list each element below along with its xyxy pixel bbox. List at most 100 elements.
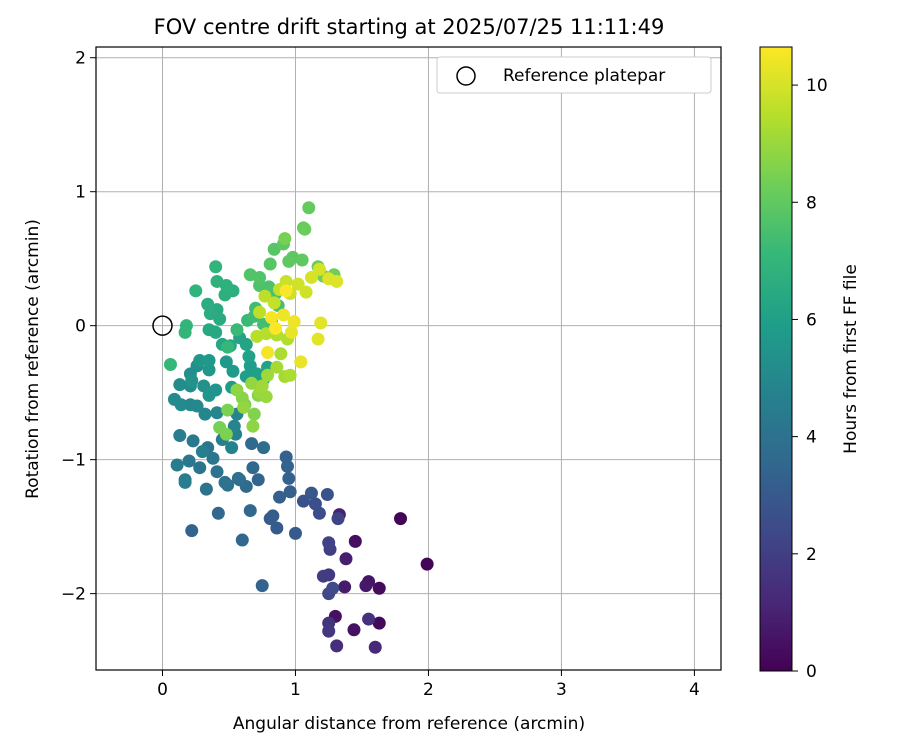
data-point <box>277 308 290 322</box>
colorbar-label: Hours from first FF file <box>841 264 861 454</box>
data-point <box>163 358 177 372</box>
data-point <box>330 639 344 653</box>
data-point <box>202 323 216 337</box>
data-point <box>199 482 213 496</box>
data-point <box>221 403 235 417</box>
colorbar-tick-label: 4 <box>806 428 817 448</box>
data-point <box>202 363 216 377</box>
data-point <box>258 289 272 303</box>
data-point <box>209 260 223 274</box>
y-tick-label: 2 <box>75 49 86 69</box>
colorbar-tick-label: 10 <box>806 76 828 96</box>
data-point <box>210 406 224 420</box>
data-point <box>173 378 187 392</box>
data-point <box>269 321 283 335</box>
x-axis-label: Angular distance from reference (arcmin) <box>233 714 585 734</box>
colorbar-gradient <box>759 46 793 672</box>
data-point <box>348 534 362 548</box>
legend-marker <box>456 66 476 86</box>
legend-box <box>436 56 712 94</box>
data-point <box>326 581 340 595</box>
data-point <box>237 400 251 414</box>
reference-point <box>152 315 173 336</box>
data-point <box>219 427 233 441</box>
chart-title: FOV centre drift starting at 2025/07/25 … <box>154 15 665 39</box>
data-point <box>283 368 297 382</box>
data-point <box>210 465 224 479</box>
data-point <box>287 315 301 329</box>
data-point <box>246 461 260 475</box>
x-tick-label: 2 <box>423 680 434 700</box>
colorbar-tick-label: 6 <box>806 310 817 330</box>
data-point <box>284 325 298 339</box>
data-point <box>259 390 273 404</box>
data-point <box>368 640 382 654</box>
legend: Reference platepar <box>436 56 712 94</box>
data-point <box>221 340 235 354</box>
data-point <box>211 506 225 520</box>
data-point <box>291 277 305 291</box>
data-point <box>311 332 325 346</box>
data-point <box>394 512 408 526</box>
data-point <box>304 486 318 500</box>
data-point <box>304 270 318 284</box>
plot-frame <box>95 46 722 671</box>
data-point <box>265 311 279 325</box>
y-tick-label: −2 <box>61 585 86 605</box>
data-point <box>185 524 199 538</box>
scatter-points <box>163 201 434 654</box>
data-point <box>225 441 239 455</box>
y-tick-label: 1 <box>75 183 86 203</box>
data-point <box>278 232 292 246</box>
data-point <box>263 257 277 271</box>
grid <box>96 47 721 670</box>
data-point <box>267 296 281 310</box>
data-point <box>279 284 293 298</box>
data-point <box>296 494 310 508</box>
data-point <box>320 487 334 501</box>
data-point <box>322 536 336 550</box>
data-point <box>257 441 271 455</box>
data-point <box>338 580 352 594</box>
data-point <box>219 355 233 369</box>
data-point <box>253 305 267 319</box>
data-point <box>193 354 207 368</box>
data-point <box>170 458 184 472</box>
legend-label: Reference platepar <box>503 66 665 86</box>
data-point <box>359 579 373 593</box>
data-point <box>270 521 284 535</box>
data-point <box>279 274 293 288</box>
x-tick-label: 3 <box>556 680 567 700</box>
data-point <box>294 355 308 369</box>
data-point <box>274 347 288 361</box>
data-point <box>201 297 215 311</box>
data-point <box>246 419 260 433</box>
reference-marker <box>152 315 173 336</box>
data-point <box>299 285 313 299</box>
data-point <box>198 407 212 421</box>
data-point <box>178 475 192 489</box>
y-tick-label: 0 <box>75 317 86 337</box>
data-point <box>282 471 296 485</box>
data-point <box>295 253 309 267</box>
data-point <box>185 374 199 388</box>
data-point <box>312 262 326 276</box>
data-point <box>372 581 386 595</box>
data-point <box>193 461 207 475</box>
data-point <box>282 254 296 268</box>
data-point <box>226 364 240 378</box>
data-point <box>251 473 265 487</box>
data-point <box>245 437 259 451</box>
x-tick-label: 1 <box>290 680 301 700</box>
data-point <box>270 360 284 374</box>
data-point <box>288 526 302 540</box>
data-point <box>314 316 328 330</box>
data-point <box>230 383 244 397</box>
data-point <box>266 509 280 523</box>
data-point <box>218 475 232 489</box>
colorbar: 0 2 4 6 8 10 Hours from first FF file <box>759 46 861 682</box>
data-point <box>209 383 223 397</box>
data-point <box>308 497 322 511</box>
data-point <box>183 398 197 412</box>
